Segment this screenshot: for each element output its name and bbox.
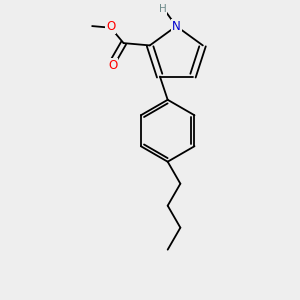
Text: O: O bbox=[108, 59, 117, 72]
Text: O: O bbox=[106, 20, 115, 33]
Text: H: H bbox=[158, 4, 166, 14]
Text: N: N bbox=[172, 20, 181, 33]
